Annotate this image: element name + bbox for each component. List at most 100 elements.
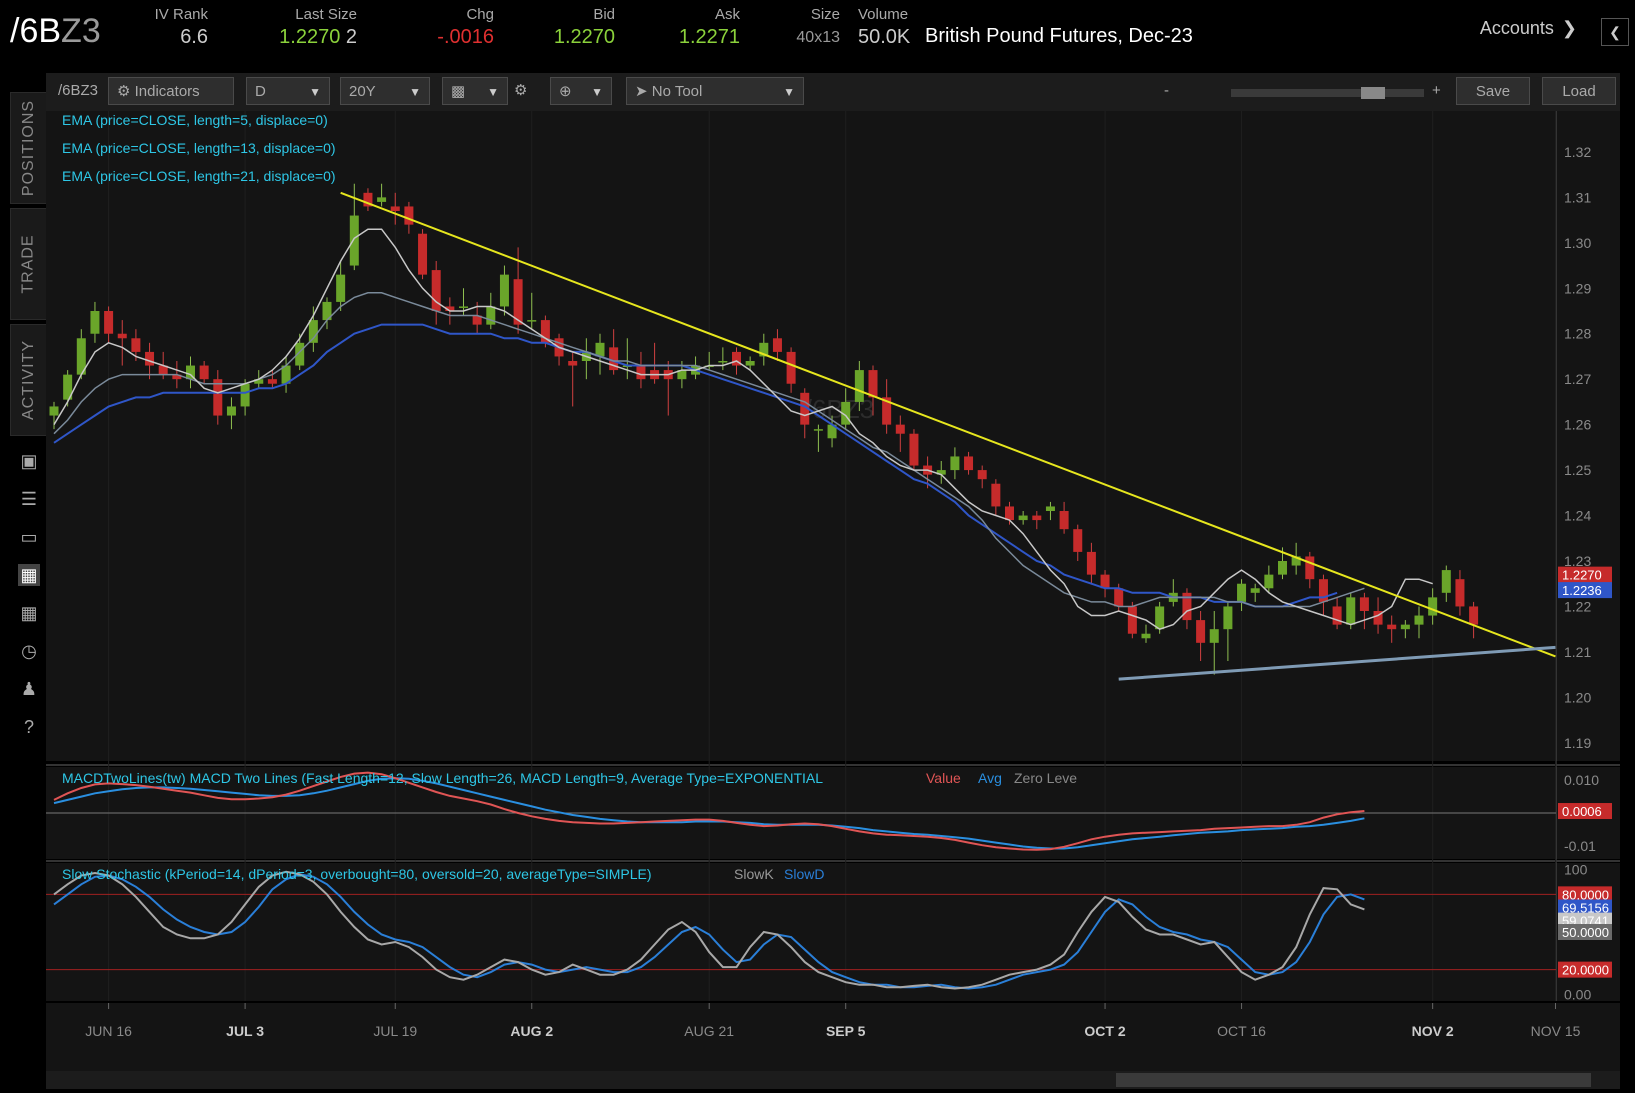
candle-body [186, 365, 195, 380]
candle-body [1400, 624, 1410, 630]
stoch-label-box [1558, 899, 1612, 916]
price-axis-tick: 1.31 [1564, 189, 1591, 205]
accounts-menu[interactable]: Accounts ❯ [1479, 18, 1577, 38]
last-size: Last Size 1.2270 2 [279, 6, 357, 48]
change: Chg -.0016 [437, 6, 494, 48]
tab-positions[interactable]: POSITIONS [10, 92, 48, 204]
candle-body [1441, 570, 1451, 593]
stoch-legend-entry: SlowK [734, 866, 774, 882]
candle-body [527, 320, 537, 322]
tab-activity[interactable]: ACTIVITY [10, 324, 48, 436]
candle-body [732, 351, 741, 366]
candle-body [322, 301, 332, 321]
chart-symbol[interactable]: /6BZ3 [50, 77, 102, 105]
tv-icon[interactable]: ▭ [20, 527, 38, 547]
tool-select[interactable]: ➤ No Tool ▼ [626, 77, 804, 105]
settings-icon[interactable]: ⚙ [510, 77, 538, 105]
candle-body [486, 306, 496, 325]
zoom-in-button[interactable]: + [1424, 77, 1444, 105]
stoch-label: 20.0000 [1562, 963, 1609, 978]
stoch-panel-bg [46, 863, 1620, 1001]
horizontal-scrollbar[interactable] [46, 1071, 1620, 1089]
gauge-icon[interactable]: ◷ [21, 641, 37, 661]
chevron-down-icon: ▼ [409, 85, 421, 99]
chart-area[interactable]: 1.32 1.31 1.30 1.29 1.28 1.27 1.26 1.25 1.24 1.23… [46, 111, 1620, 1073]
candle-body [1278, 561, 1287, 575]
indicators-button[interactable]: ⚙ Indicators [108, 77, 234, 105]
candle-body [841, 401, 851, 425]
symbol-title[interactable]: /6BZ3 [10, 12, 101, 50]
candle-body [1414, 615, 1424, 625]
monitor-icon[interactable]: ▣ [20, 451, 38, 471]
community-icon[interactable]: ♟ [20, 679, 38, 699]
stoch-label: 50.0000 [1562, 925, 1609, 940]
candle-body [240, 383, 250, 407]
collapse-icon[interactable]: ❮ [1601, 18, 1629, 46]
candle-body [540, 320, 550, 343]
quote-header: /6BZ3 IV Rank 6.6 Last Size 1.2270 2 Chg… [0, 0, 1635, 72]
stoch-axis-tick: 0.00 [1564, 987, 1591, 1003]
candle-body [1127, 606, 1137, 634]
aggregation-select[interactable]: D ▼ [246, 77, 330, 105]
candle-body [267, 379, 277, 384]
time-axis-tick: SEP 5 [826, 1023, 866, 1039]
candle-body [363, 192, 373, 207]
chart-style-select[interactable]: ▩ ▼ [442, 77, 508, 105]
price-axis-tick: 1.21 [1564, 644, 1591, 660]
left-sidebar: POSITIONS TRADE ACTIVITY ▣ ☰ ▭ ▦ ▦ ◷ ♟ ? [10, 92, 48, 1092]
time-axis-tick: NOV 2 [1412, 1023, 1454, 1039]
ema-legend-entry: EMA (price=CLOSE, length=21, displace=0) [62, 168, 336, 184]
stoch-axis-tick: 100 [1564, 861, 1588, 877]
stoch-label-box [1558, 886, 1612, 903]
candle-body [1045, 506, 1055, 511]
stoch-label: 80.0000 [1562, 887, 1609, 902]
candle-body [390, 206, 400, 211]
chart-svg[interactable]: 1.32 1.31 1.30 1.29 1.28 1.27 1.26 1.25 1.24 1.23… [46, 111, 1620, 1073]
candle-body [445, 306, 455, 311]
price-label-box [1558, 582, 1612, 599]
candle-body [63, 374, 73, 400]
candle-body [568, 361, 578, 366]
slowd-line [53, 873, 1365, 990]
time-axis-tick: JUL 19 [373, 1023, 417, 1039]
candle-body [499, 274, 509, 307]
macd-legend-entry: Avg [978, 770, 1002, 786]
time-axis-tick: JUN 16 [85, 1023, 132, 1039]
candle-body [1018, 515, 1028, 521]
list-icon[interactable]: ☰ [20, 489, 38, 509]
candle-body [813, 429, 823, 431]
ema-legend-entry: EMA (price=CLOSE, length=13, displace=0) [62, 140, 336, 156]
zoom-slider-thumb[interactable] [1361, 87, 1385, 99]
candle-body [677, 370, 687, 380]
scrollbar-thumb[interactable] [1116, 1073, 1591, 1087]
stoch-label-box [1558, 961, 1612, 978]
candle-body [1182, 592, 1192, 621]
load-button[interactable]: Load [1542, 77, 1616, 105]
candle-body [964, 456, 974, 471]
save-button[interactable]: Save [1456, 77, 1530, 105]
candle-body [158, 365, 168, 375]
drawing-tools-select[interactable]: ⊕ ▼ [550, 77, 612, 105]
candle-body [1196, 620, 1206, 643]
chevron-down-icon: ▼ [783, 85, 795, 99]
zoom-out-button[interactable]: - [1156, 77, 1176, 105]
tab-trade[interactable]: TRADE [10, 208, 48, 320]
stoch-title: Slow Stochastic (kPeriod=14, dPeriod=3, … [62, 866, 652, 882]
time-axis-tick: AUG 2 [510, 1023, 553, 1039]
candle-body [1005, 506, 1014, 521]
macd-label-box [1558, 803, 1612, 820]
candle-body [609, 347, 619, 371]
zoom-slider[interactable] [1231, 89, 1441, 97]
charts-icon[interactable]: ▦ [18, 564, 40, 586]
ema-legend-entry: EMA (price=CLOSE, length=5, displace=0) [62, 112, 328, 128]
candles-icon: ▩ [451, 83, 466, 100]
iv-rank: IV Rank 6.6 [154, 6, 208, 48]
timeframe-select[interactable]: 20Y ▼ [340, 77, 430, 105]
help-icon[interactable]: ? [23, 717, 34, 737]
candle-body [295, 342, 305, 366]
candle-body [1073, 529, 1083, 552]
grid-icon[interactable]: ▦ [20, 603, 38, 623]
price-axis-tick: 1.22 [1564, 598, 1591, 614]
candle-body [1264, 574, 1274, 589]
candle-body [131, 338, 141, 352]
